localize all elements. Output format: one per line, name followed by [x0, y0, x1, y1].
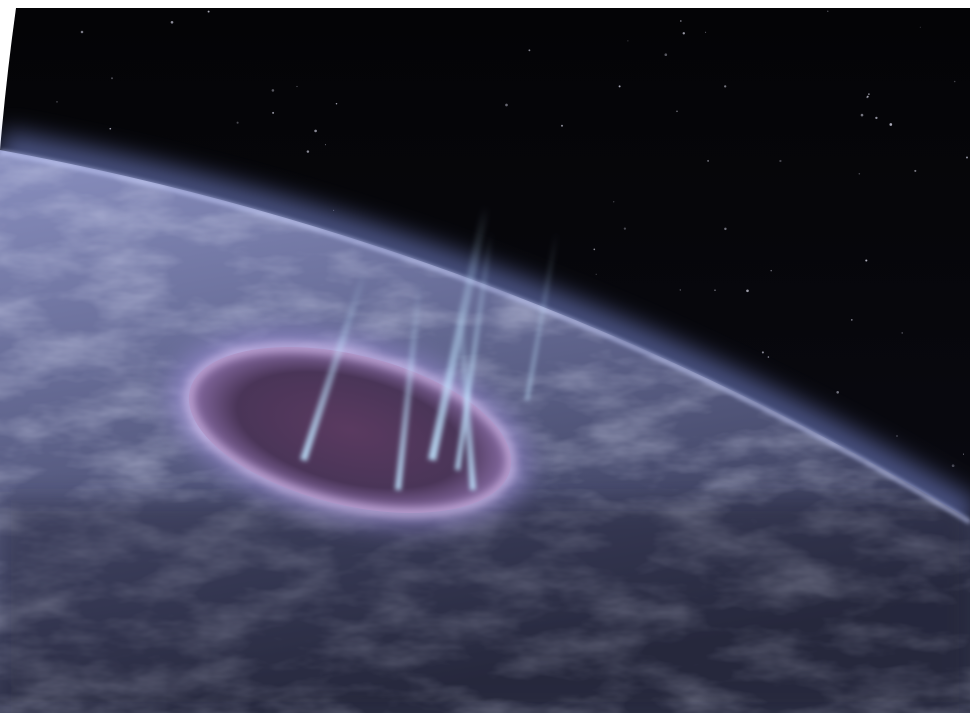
star [770, 269, 772, 272]
star [679, 289, 682, 291]
star [827, 10, 829, 12]
hurricane-eye [169, 331, 531, 529]
star-field [56, 10, 968, 468]
light-streak [300, 268, 369, 462]
star [914, 169, 917, 172]
star [682, 32, 685, 35]
star [271, 89, 275, 92]
star [707, 159, 710, 162]
star [664, 53, 668, 56]
star [505, 103, 508, 107]
star [306, 150, 310, 153]
star [272, 111, 275, 114]
star [767, 356, 770, 358]
star [714, 289, 716, 292]
star [314, 129, 317, 133]
star [860, 113, 864, 117]
star [868, 93, 870, 95]
light-streak [525, 232, 559, 401]
star [593, 248, 596, 251]
star [779, 159, 782, 163]
star [207, 10, 210, 13]
star [80, 30, 84, 34]
star [875, 116, 878, 120]
star [865, 259, 868, 262]
star [627, 40, 629, 42]
eye-core [188, 346, 512, 514]
star [962, 453, 965, 455]
star [901, 332, 903, 334]
star [296, 85, 298, 88]
star [595, 273, 597, 275]
star [951, 464, 955, 468]
light-streak [456, 300, 476, 491]
star [896, 435, 898, 437]
star [705, 31, 707, 33]
star [679, 20, 682, 22]
star [613, 201, 615, 203]
star [676, 110, 678, 113]
star [560, 124, 564, 127]
star [919, 26, 921, 28]
star [623, 227, 627, 230]
star [170, 20, 174, 24]
star [866, 95, 869, 98]
star [109, 127, 112, 130]
star [324, 144, 327, 146]
eye-wall-glow [185, 343, 515, 517]
star [724, 227, 727, 231]
star [335, 102, 338, 105]
lower-shadow [0, 500, 970, 713]
star [333, 209, 335, 211]
star [966, 156, 968, 159]
horizon-rim [0, 150, 970, 524]
star [56, 101, 58, 103]
star [761, 351, 764, 354]
star [111, 77, 113, 80]
star [836, 391, 839, 394]
light-streak [395, 280, 423, 491]
star [236, 121, 239, 124]
star [724, 85, 727, 88]
star [850, 319, 853, 321]
star [953, 80, 956, 83]
star [858, 172, 861, 175]
star [746, 289, 749, 293]
light-streaks [300, 204, 559, 491]
star [528, 49, 531, 52]
star [618, 85, 621, 88]
star [889, 123, 893, 126]
